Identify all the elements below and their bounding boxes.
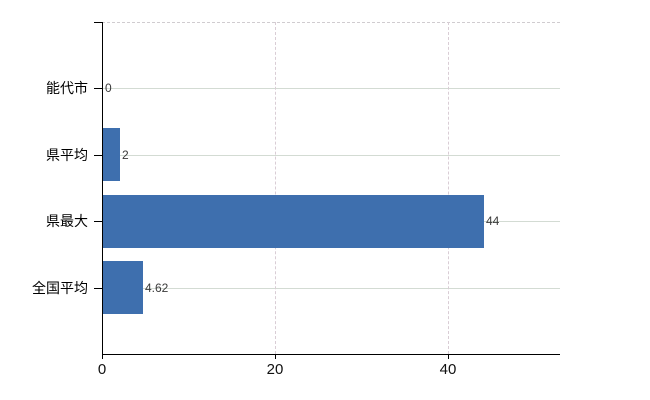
x-tick bbox=[448, 354, 449, 359]
x-tick-label: 40 bbox=[439, 361, 457, 378]
x-axis-line bbox=[102, 354, 560, 355]
y-tick bbox=[94, 22, 102, 23]
y-tick bbox=[94, 221, 102, 222]
x-tick bbox=[102, 354, 103, 359]
y-tick bbox=[94, 288, 102, 289]
bar-value-label: 4.62 bbox=[145, 281, 169, 295]
plot-top-border bbox=[102, 22, 560, 23]
gridline-h bbox=[102, 88, 560, 89]
bar-value-label: 2 bbox=[122, 148, 129, 162]
bar-value-label: 0 bbox=[105, 81, 112, 95]
gridline-h bbox=[102, 155, 560, 156]
x-tick-label: 0 bbox=[97, 361, 107, 378]
category-label: 全国平均 bbox=[32, 280, 88, 296]
y-tick bbox=[94, 155, 102, 156]
gridline-v bbox=[448, 22, 449, 354]
bar bbox=[103, 261, 143, 314]
category-label: 県最大 bbox=[46, 213, 88, 229]
category-label: 能代市 bbox=[46, 80, 88, 96]
bar bbox=[103, 195, 484, 248]
y-axis-line bbox=[102, 22, 103, 355]
bar bbox=[103, 128, 120, 181]
gridline-h bbox=[102, 288, 560, 289]
x-tick-label: 20 bbox=[266, 361, 284, 378]
x-tick bbox=[275, 354, 276, 359]
bar-value-label: 44 bbox=[486, 214, 500, 228]
gridline-v bbox=[275, 22, 276, 354]
category-label: 県平均 bbox=[46, 147, 88, 163]
y-tick bbox=[94, 88, 102, 89]
